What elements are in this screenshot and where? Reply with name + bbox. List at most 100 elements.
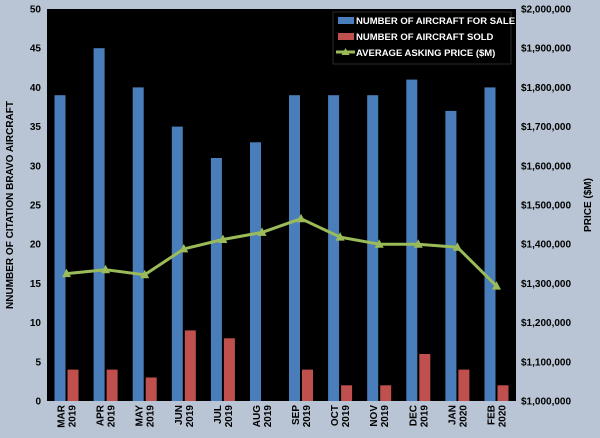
x-tick-year: 2019 [146, 405, 157, 428]
x-tick-month: MAR [57, 404, 68, 428]
price-point [492, 281, 501, 290]
left-tick-label: 50 [30, 5, 42, 16]
x-tick-year: 2019 [302, 405, 313, 428]
legend-swatch-sold [338, 33, 354, 40]
x-tick-label: JUL 2019 [213, 405, 235, 428]
x-tick-label: SEP 2019 [291, 405, 313, 428]
x-tick-label: JUN 2019 [174, 405, 196, 428]
x-tick-month: JUN [174, 405, 185, 425]
bar-sold [341, 385, 353, 401]
x-tick-month: FEB [487, 405, 498, 425]
left-tick-label: 5 [35, 357, 41, 368]
price-point [335, 232, 345, 241]
right-axis-title: PRICE ($M) [583, 178, 594, 232]
x-tick-year: 2019 [68, 405, 79, 428]
bar-for-sale [210, 158, 222, 401]
right-tick-label: $2,000,000 [521, 5, 571, 16]
left-tick-label: 10 [30, 318, 42, 329]
bar-sold [106, 369, 118, 401]
x-tick-label: MAY 2019 [135, 405, 157, 428]
x-tick-year: 2019 [419, 405, 430, 428]
price-line [66, 217, 498, 288]
left-tick-label: 35 [30, 122, 42, 133]
x-tick-month: SEP [291, 405, 302, 425]
price-point [452, 242, 462, 251]
x-tick-month: DEC [408, 405, 419, 426]
bar-for-sale [445, 110, 457, 402]
left-tick-label: 0 [35, 397, 41, 408]
x-tick-label: JAN 2020 [447, 405, 469, 428]
x-tick-month: JAN [447, 405, 458, 425]
bar-for-sale [367, 95, 379, 401]
price-point [140, 269, 150, 279]
bar-sold [419, 354, 431, 401]
x-tick-month: AUG [252, 405, 263, 427]
left-tick-label: 15 [30, 279, 42, 290]
right-tick-label: $1,300,000 [521, 279, 571, 290]
bar-for-sale [171, 126, 183, 401]
right-axis-ticks: $1,000,000 $1,100,000 $1,200,000 $1,300,000… [521, 5, 571, 408]
left-axis-ticks: 0 5 10 15 20 25 30 35 40 45 50 [30, 5, 42, 408]
bar-sold [67, 369, 79, 401]
x-tick-label: OCT 2019 [330, 405, 352, 428]
bar-for-sale [484, 87, 496, 402]
left-axis-title: NNUMBER OF CITATION BRAVO AIRCRAFT [5, 101, 16, 309]
left-tick-label: 40 [30, 83, 42, 94]
x-tick-year: 2019 [263, 405, 274, 428]
legend-box [332, 11, 512, 65]
legend-swatch-for-sale [338, 17, 354, 24]
right-tick-label: $1,900,000 [521, 44, 571, 55]
legend: NUMBER OF AIRCRAFT FOR SALE NUMBER OF AI… [332, 11, 515, 65]
x-tick-year: 2019 [107, 405, 118, 428]
left-tick-label: 20 [30, 240, 42, 251]
bar-for-sale [54, 95, 66, 401]
right-tick-label: $1,100,000 [521, 357, 571, 368]
left-tick-label: 45 [30, 44, 42, 55]
plot-area [47, 9, 516, 401]
legend-label-sold: NUMBER OF AIRCRAFT SOLD [356, 32, 494, 43]
right-tick-label: $1,400,000 [521, 240, 571, 251]
x-tick-label: MAR 2019 [57, 404, 79, 428]
price-point [257, 227, 267, 236]
legend-swatch-price-marker [341, 48, 350, 55]
x-tick-label: DEC 2019 [408, 405, 430, 428]
bar-for-sale [132, 87, 144, 402]
x-tick-label: AUG 2019 [252, 405, 274, 428]
line-layer [62, 213, 501, 290]
right-tick-label: $1,500,000 [521, 201, 571, 212]
left-tick-label: 25 [30, 201, 42, 212]
x-tick-month: MAY [135, 405, 146, 427]
bar-sold [458, 369, 470, 401]
x-axis-ticks: MAR 2019 APR 2019 MAY 2019 JUN 2019 JUL 2019 AUG 20… [57, 404, 509, 428]
price-point [179, 243, 189, 253]
x-tick-year: 2019 [185, 405, 196, 428]
left-tick-label: 30 [30, 161, 42, 172]
price-point [296, 213, 306, 223]
price-point [374, 239, 384, 248]
legend-label-for-sale: NUMBER OF AIRCRAFT FOR SALE [356, 16, 515, 27]
x-tick-month: JUL [213, 405, 224, 424]
x-tick-year: 2019 [341, 405, 352, 428]
price-point [101, 264, 111, 274]
legend-label-price: AVERAGE ASKING PRICE ($M) [356, 48, 495, 59]
right-tick-label: $1,800,000 [521, 83, 571, 94]
bar-for-sale [93, 48, 105, 401]
bar-sold [184, 330, 196, 401]
bar-sold [497, 385, 509, 401]
right-tick-label: $1,600,000 [521, 161, 571, 172]
bar-for-sale [406, 79, 418, 401]
bar-sold [223, 338, 235, 401]
bar-for-sale [250, 142, 261, 402]
price-point [218, 234, 228, 243]
right-tick-label: $1,700,000 [521, 122, 571, 133]
x-tick-year: 2020 [458, 405, 469, 428]
x-tick-month: APR [96, 404, 107, 426]
x-tick-year: 2019 [224, 405, 235, 428]
right-tick-label: $1,000,000 [521, 397, 571, 408]
right-tick-label: $1,200,000 [521, 318, 571, 329]
price-point [62, 268, 71, 278]
x-tick-label: NOV 2019 [369, 405, 391, 428]
bar-sold [145, 377, 157, 401]
